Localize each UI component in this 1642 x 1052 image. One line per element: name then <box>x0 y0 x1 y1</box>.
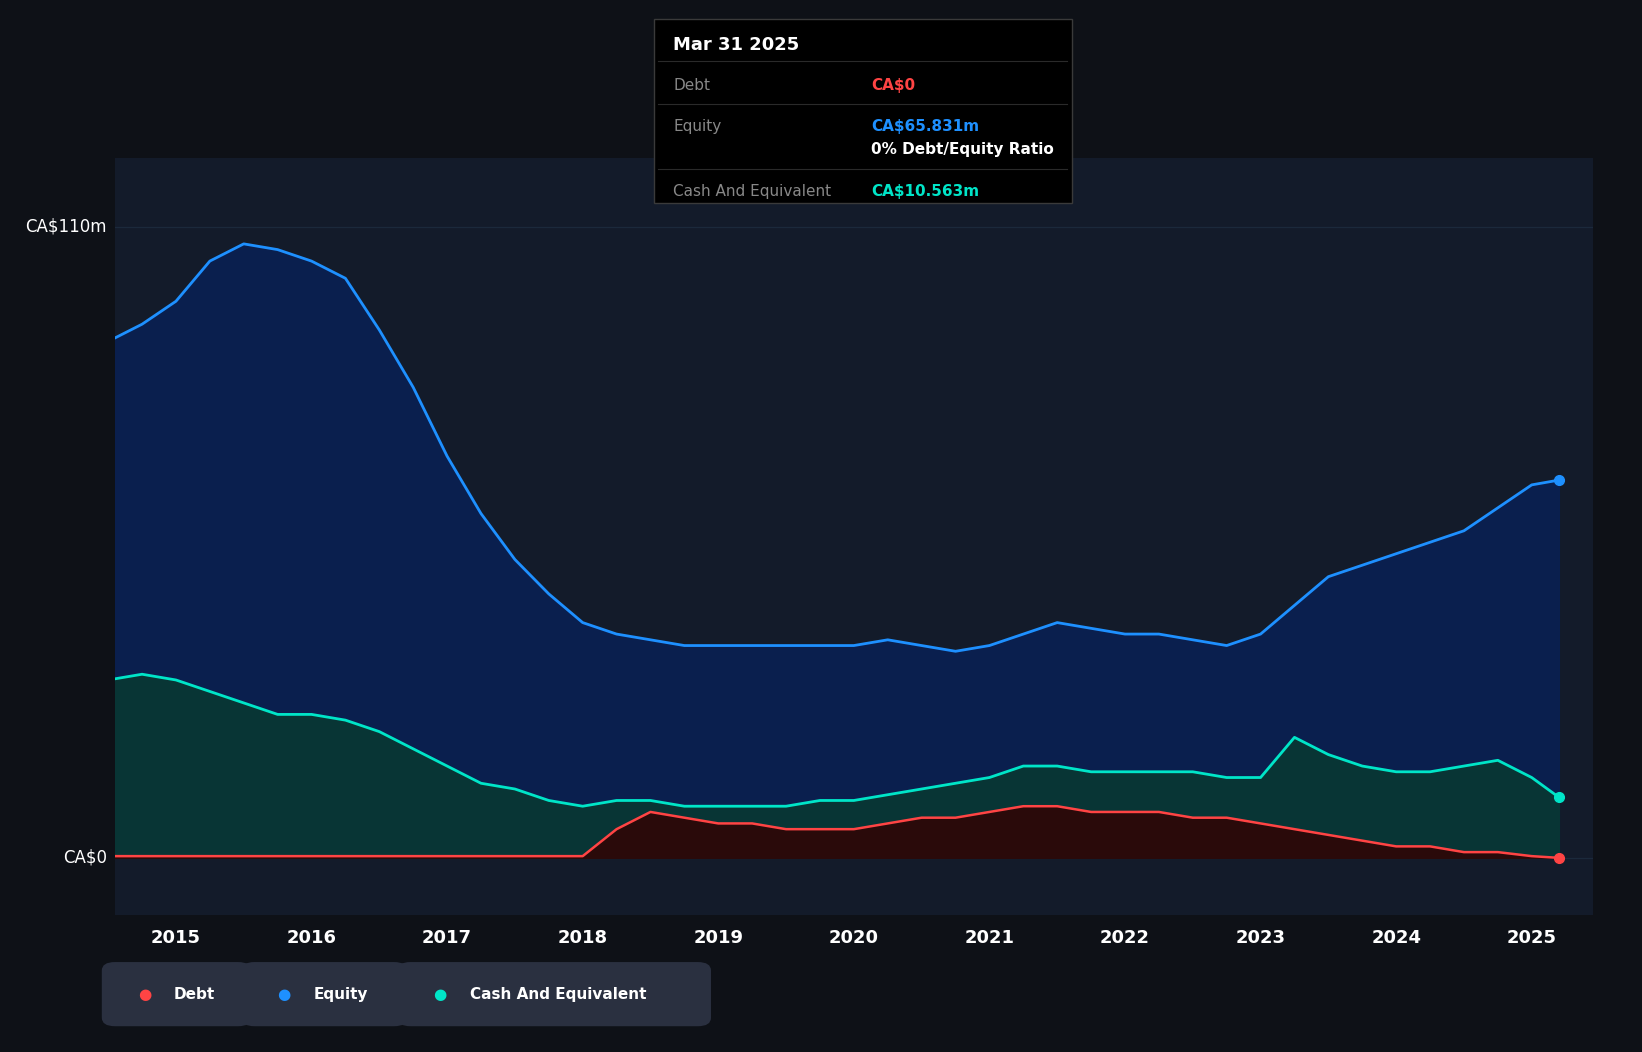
Text: Equity: Equity <box>673 120 721 135</box>
Text: CA$0: CA$0 <box>872 78 915 93</box>
Text: Debt: Debt <box>673 78 711 93</box>
Text: ●: ● <box>138 987 151 1002</box>
Text: CA$0: CA$0 <box>62 849 107 867</box>
Text: CA$65.831m: CA$65.831m <box>872 120 979 135</box>
Text: ●: ● <box>433 987 447 1002</box>
Text: Cash And Equivalent: Cash And Equivalent <box>673 184 831 199</box>
Text: ●: ● <box>277 987 291 1002</box>
Text: Equity: Equity <box>314 987 368 1002</box>
Text: Cash And Equivalent: Cash And Equivalent <box>470 987 645 1002</box>
Text: Mar 31 2025: Mar 31 2025 <box>673 36 800 55</box>
Text: 0% Debt/Equity Ratio: 0% Debt/Equity Ratio <box>872 142 1054 157</box>
Text: CA$110m: CA$110m <box>25 218 107 236</box>
Text: Debt: Debt <box>174 987 215 1002</box>
Text: CA$10.563m: CA$10.563m <box>872 184 979 199</box>
